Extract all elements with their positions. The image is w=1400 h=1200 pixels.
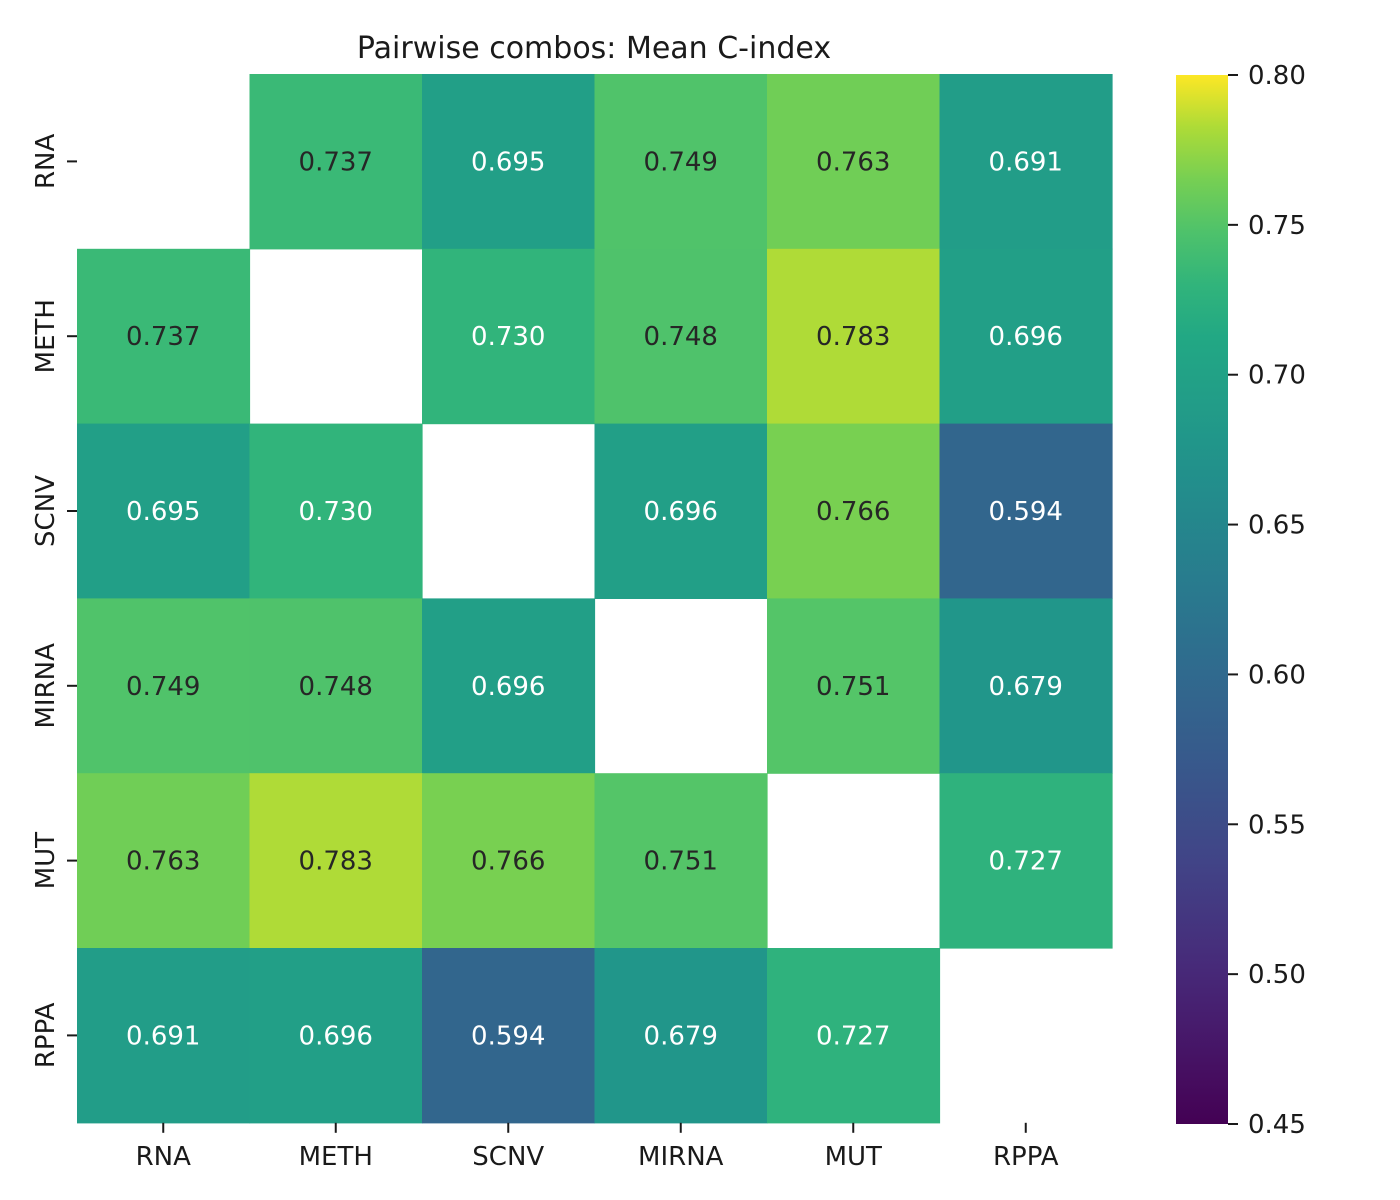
heatmap-cell-mut-meth xyxy=(249,773,423,949)
x-tick-label-scnv: SCNV xyxy=(472,1142,544,1172)
heatmap-cell-rppa-mut xyxy=(767,948,941,1124)
heatmap-cell-scnv-rppa xyxy=(939,423,1113,599)
y-tick-label-meth: METH xyxy=(31,299,61,373)
heatmap-cell-meth-rppa xyxy=(939,248,1113,425)
colorbar-tick-label: 0.55 xyxy=(1248,810,1306,840)
heatmap-cell-mut-rna xyxy=(77,773,251,949)
y-tick-label-rppa: RPPA xyxy=(31,1002,61,1068)
heatmap-cell-mut-scnv xyxy=(422,773,596,949)
colorbar-tick-label: 0.65 xyxy=(1248,511,1306,541)
heatmap-cell-scnv-mirna xyxy=(594,423,768,599)
x-axis: RNA METH SCNV MIRNA MUT RPPA xyxy=(136,1122,1059,1172)
cell-value-label: 0.695 xyxy=(471,147,545,177)
cell-value-label: 0.748 xyxy=(299,672,373,702)
heatmap-cell-mirna-rna xyxy=(77,598,251,774)
cell-value-label: 0.696 xyxy=(989,322,1063,352)
heatmap-cell-mirna-rppa xyxy=(939,598,1113,774)
y-tick-label-mirna: MIRNA xyxy=(31,643,61,729)
cell-value-label: 0.749 xyxy=(644,147,718,177)
heatmap-cells: 0.737 0.695 0.749 0.763 0.691 0.737 0.730 0.748… xyxy=(77,74,1113,1124)
heatmap-cell-rppa-scnv xyxy=(422,948,596,1124)
cell-value-label: 0.679 xyxy=(989,672,1063,702)
heatmap-cell-scnv-rna xyxy=(77,423,251,599)
heatmap-cell-rppa-rna xyxy=(77,948,251,1124)
y-tick-label-mut: MUT xyxy=(31,832,61,889)
cell-value-label: 0.748 xyxy=(644,322,718,352)
x-tick-label-mirna: MIRNA xyxy=(638,1142,724,1172)
heatmap-cell-rppa-meth xyxy=(249,948,423,1124)
colorbar-tick-label: 0.45 xyxy=(1248,1110,1306,1140)
cell-value-label: 0.594 xyxy=(471,1021,545,1051)
cell-value-label: 0.727 xyxy=(989,847,1063,877)
x-tick-label-meth: METH xyxy=(299,1142,373,1172)
cell-value-label: 0.737 xyxy=(299,147,373,177)
cell-value-label: 0.751 xyxy=(816,672,890,702)
y-tick-label-scnv: SCNV xyxy=(31,475,61,547)
heatmap-cell-rppa-mirna xyxy=(594,948,768,1124)
cell-value-label: 0.727 xyxy=(816,1021,890,1051)
heatmap-cell-scnv-mut xyxy=(767,423,941,599)
colorbar-tick-label: 0.75 xyxy=(1248,211,1306,241)
colorbar-tick-label: 0.50 xyxy=(1248,960,1306,990)
cell-value-label: 0.594 xyxy=(989,497,1063,527)
heatmap-cell-rna-meth xyxy=(249,74,423,250)
heatmap-cell-rna-scnv xyxy=(422,74,596,250)
heatmap-cell-rna-mut xyxy=(767,74,941,250)
heatmap-cell-meth-scnv xyxy=(422,248,596,425)
x-tick-label-rppa: RPPA xyxy=(993,1142,1059,1172)
heatmap-cell-mirna-mut xyxy=(767,598,941,774)
heatmap-cell-scnv-meth xyxy=(249,423,423,599)
cell-value-label: 0.737 xyxy=(126,322,200,352)
cell-value-label: 0.751 xyxy=(644,847,718,877)
heatmap-cell-meth-mirna xyxy=(594,248,768,425)
heatmap-cell-meth-rna xyxy=(77,248,251,425)
cell-value-label: 0.749 xyxy=(126,672,200,702)
chart-title: Pairwise combos: Mean C-index xyxy=(357,31,831,66)
y-axis: RNA METH SCNV MIRNA MUT RPPA xyxy=(31,134,77,1068)
colorbar-axis: 0.45 0.50 0.55 0.60 0.65 0.70 0.75 0.80 xyxy=(1228,61,1306,1140)
cell-value-label: 0.696 xyxy=(299,1021,373,1051)
cell-value-label: 0.695 xyxy=(126,497,200,527)
heatmap-cell-mirna-meth xyxy=(249,598,423,774)
cell-value-label: 0.766 xyxy=(471,847,545,877)
colorbar-tick-label: 0.70 xyxy=(1248,361,1306,391)
heatmap-cell-mut-rppa xyxy=(939,773,1113,949)
x-tick-label-rna: RNA xyxy=(136,1142,192,1172)
heatmap-cell-rna-rppa xyxy=(939,74,1113,250)
colorbar-tick-label: 0.60 xyxy=(1248,660,1306,690)
cell-value-label: 0.691 xyxy=(989,147,1063,177)
cell-value-label: 0.696 xyxy=(644,497,718,527)
cell-value-label: 0.783 xyxy=(299,847,373,877)
heatmap-cell-meth-mut xyxy=(767,248,941,425)
cell-value-label: 0.730 xyxy=(471,322,545,352)
colorbar-tick-label: 0.80 xyxy=(1248,61,1306,91)
cell-value-label: 0.763 xyxy=(816,147,890,177)
x-tick-label-mut: MUT xyxy=(825,1142,882,1172)
cell-value-label: 0.763 xyxy=(126,847,200,877)
cell-value-label: 0.696 xyxy=(471,672,545,702)
cell-value-label: 0.766 xyxy=(816,497,890,527)
colorbar xyxy=(1176,75,1228,1124)
heatmap-cell-mirna-scnv xyxy=(422,598,596,774)
cell-value-label: 0.730 xyxy=(299,497,373,527)
cell-value-label: 0.783 xyxy=(816,322,890,352)
cell-value-label: 0.691 xyxy=(126,1021,200,1051)
y-tick-label-rna: RNA xyxy=(31,134,61,190)
heatmap-cell-rna-mirna xyxy=(594,74,768,250)
cell-value-label: 0.679 xyxy=(644,1021,718,1051)
heatmap-cell-mut-mirna xyxy=(594,773,768,949)
